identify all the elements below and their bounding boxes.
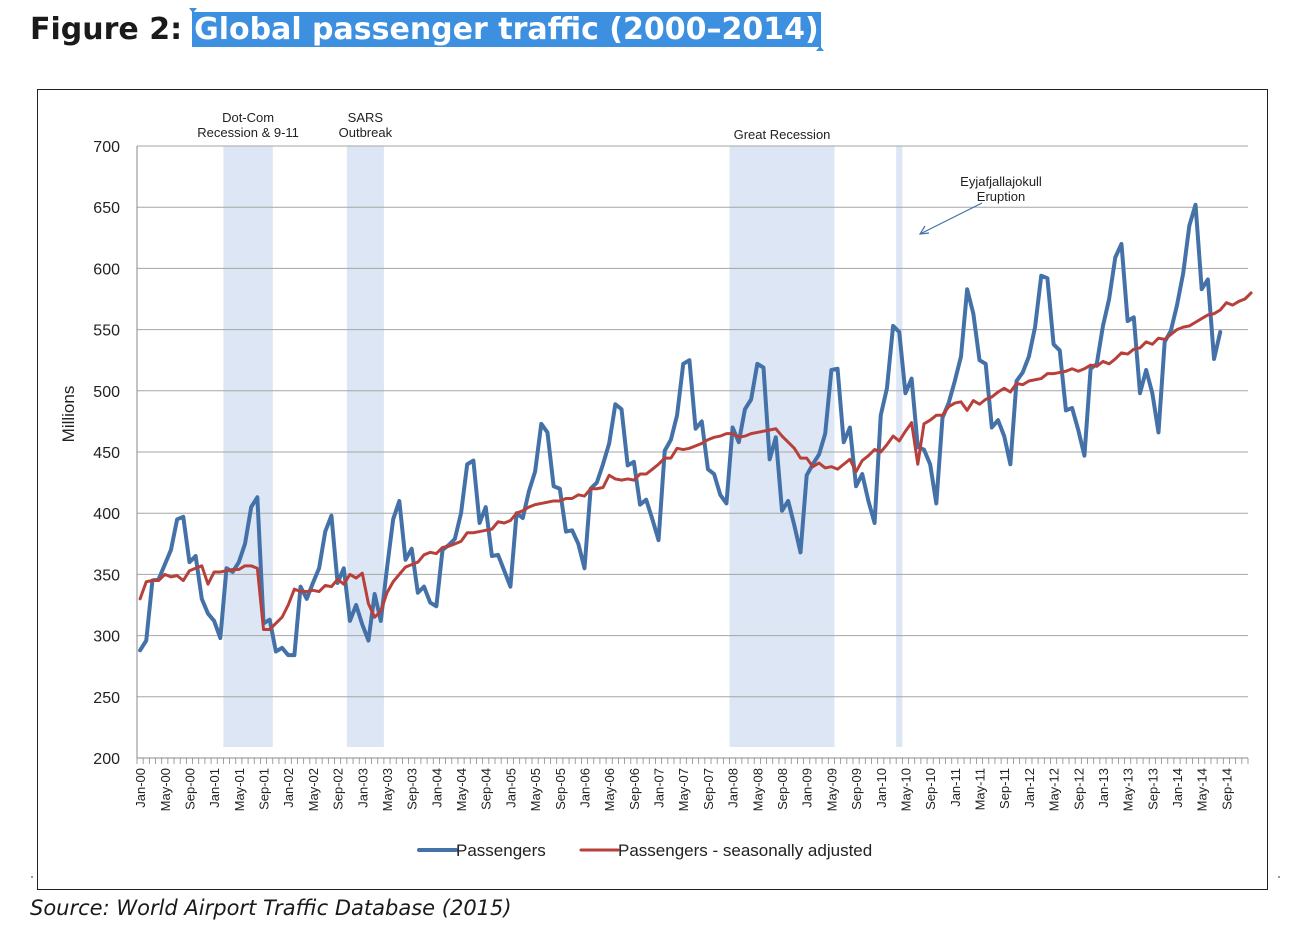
annotation-line: Dot-Com [222, 110, 274, 125]
x-tick-label: Sep-06 [627, 768, 642, 810]
x-tick-label: May-09 [824, 768, 839, 811]
x-tick-label: Sep-12 [1071, 768, 1086, 810]
y-tick-label: 400 [93, 506, 120, 523]
x-tick-label: Sep-03 [405, 768, 420, 810]
x-tick-label: Sep-04 [479, 768, 494, 810]
x-tick-label: Jan-05 [503, 768, 518, 808]
x-tick-label: May-07 [676, 768, 691, 811]
annotation-label: SARS Outbreak [339, 110, 393, 140]
annotation-line: Recession & 9-11 [197, 125, 299, 140]
x-tick-label: Sep-00 [182, 768, 197, 810]
annotation-label: Great Recession [734, 127, 831, 142]
gridlines [137, 145, 1248, 698]
passengers-line [138, 202, 1223, 658]
x-tick-label: Sep-13 [1145, 768, 1160, 810]
passenger-traffic-chart: 200 250 300 350 400 450 500 550 600 650 700 Jan-00… [59, 110, 1253, 860]
frame-corner-mark-right [1278, 876, 1280, 878]
x-tick-label: Jan-04 [429, 768, 444, 808]
frame-corner-mark-left [31, 876, 33, 878]
x-tick-label: May-11 [973, 768, 988, 810]
y-tick-label: 450 [93, 445, 120, 462]
x-tick-label: Jan-10 [874, 768, 889, 808]
figure-label: Figure 2: [30, 12, 183, 47]
x-tick-label: Jan-03 [355, 768, 370, 808]
x-tick-label: Jan-02 [281, 768, 296, 808]
annotation-label: Dot-Com Recession & 9-11 [197, 110, 299, 140]
x-tick-label: May-04 [454, 768, 469, 811]
y-tick-label: 550 [93, 323, 120, 340]
shaded-periods [223, 146, 903, 747]
x-tick-label: Sep-10 [923, 768, 938, 810]
y-tick-label: 600 [93, 261, 120, 278]
annotation-line: Eruption [977, 189, 1025, 204]
axes [136, 146, 1249, 764]
figure-title-text[interactable]: Global passenger traffic (2000–2014) [192, 12, 821, 47]
eruption-arrow [919, 202, 983, 235]
x-tick-label: Jan-07 [652, 768, 667, 808]
x-tick-label: Sep-08 [775, 768, 790, 810]
series-lines [138, 202, 1253, 658]
x-tick-label: May-08 [750, 768, 765, 811]
legend-label: Passengers [456, 841, 546, 860]
chart-frame: 200 250 300 350 400 450 500 550 600 650 700 Jan-00… [37, 89, 1268, 890]
y-tick-label: 700 [93, 139, 120, 156]
x-tick-label: Sep-01 [257, 768, 272, 810]
x-tick-label: Jan-12 [1022, 768, 1037, 808]
x-tick-label: May-03 [380, 768, 395, 811]
annotation-label: Eyjafjallajokull Eruption [960, 174, 1042, 204]
x-tick-label: Sep-09 [849, 768, 864, 810]
figure-title: Figure 2: Global passenger traffic (2000–… [30, 8, 821, 52]
source-note: Source: World Airport Traffic Database (… [30, 896, 512, 920]
x-tick-label: Sep-14 [1219, 768, 1234, 810]
shaded-period-0 [223, 146, 273, 747]
x-tick-label: Jan-01 [207, 768, 222, 808]
x-tick-label: Jan-00 [133, 768, 148, 808]
legend: Passengers Passengers - seasonally adjust… [417, 841, 872, 860]
x-tick-label: Sep-05 [553, 768, 568, 810]
x-tick-label: May-13 [1121, 768, 1136, 811]
x-tick-label: Jan-14 [1170, 768, 1185, 808]
y-tick-label: 250 [93, 690, 120, 707]
eruption-arrow-head [918, 225, 930, 235]
y-tick-label: 350 [93, 567, 120, 584]
annotation-line: Eyjafjallajokull [960, 174, 1042, 189]
x-tick-label: Sep-07 [701, 768, 716, 810]
x-tick-label: May-01 [232, 768, 247, 811]
seasonally-adjusted-line [138, 291, 1253, 631]
x-tick-label: Jan-08 [726, 768, 741, 808]
y-tick-label: 650 [93, 200, 120, 217]
x-tick-label: Jan-13 [1096, 768, 1111, 808]
x-tick-label: Sep-11 [997, 768, 1012, 809]
x-tick-label: May-06 [602, 768, 617, 811]
shaded-period-1 [346, 146, 384, 747]
annotation-line: Great Recession [734, 127, 831, 142]
x-tick-label: May-14 [1195, 768, 1210, 811]
y-tick-label: 300 [93, 629, 120, 646]
annotations: Dot-Com Recession & 9-11 SARS Outbreak Great… [197, 110, 1042, 235]
x-tick-label: Jan-11 [948, 768, 963, 807]
annotation-line: SARS [348, 110, 384, 125]
x-tick-label: May-00 [158, 768, 173, 811]
x-tick-label: May-05 [528, 768, 543, 811]
x-tick-label: Jan-06 [577, 768, 592, 808]
x-tick-label: May-02 [306, 768, 321, 811]
y-tick-labels: 200 250 300 350 400 450 500 550 600 650 700 [93, 139, 120, 768]
x-tick-label: May-10 [898, 768, 913, 811]
y-axis-label: Millions [59, 386, 78, 443]
shaded-period-3 [896, 146, 903, 747]
y-tick-label: 500 [93, 384, 120, 401]
legend-label: Passengers - seasonally adjusted [618, 841, 872, 860]
x-tick-label: May-12 [1047, 768, 1062, 811]
x-tick-labels: Jan-00 May-00 Sep-00 Jan-01 May-01 Sep-01 Jan-… [133, 768, 1234, 811]
x-tick-label: Sep-02 [331, 768, 346, 810]
annotation-line: Outbreak [339, 125, 393, 140]
y-tick-label: 200 [93, 751, 120, 768]
x-tick-label: Jan-09 [800, 768, 815, 808]
shaded-period-2 [729, 146, 835, 747]
